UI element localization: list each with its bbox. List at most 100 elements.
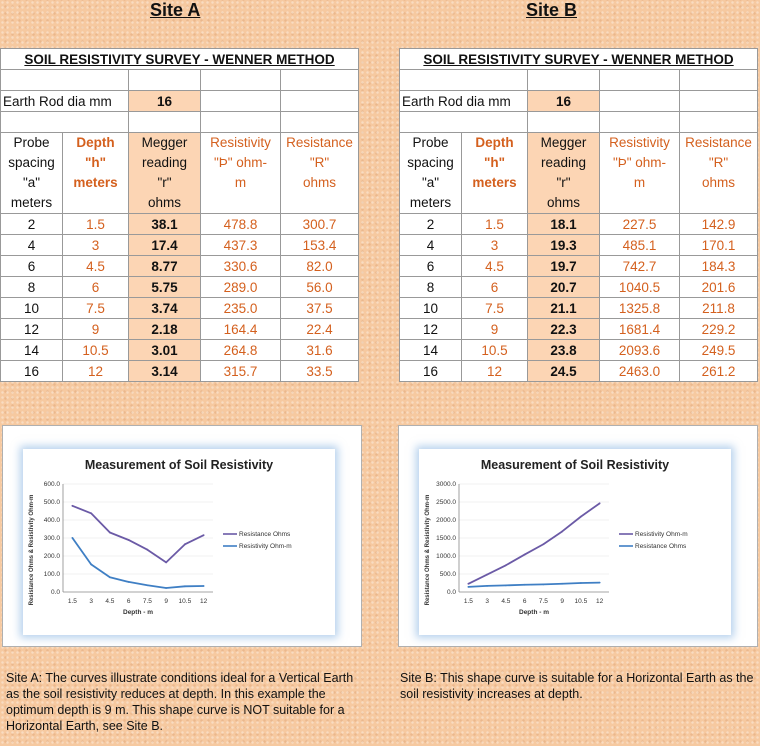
cell-probe-spacing: 12 (0, 318, 63, 340)
cell-megger-reading: 19.7 (527, 255, 600, 277)
y-tick-label: 0.0 (51, 589, 60, 596)
cell-resistance: 184.3 (678, 255, 759, 277)
data-point (146, 584, 149, 587)
cell-probe-spacing: 8 (399, 276, 462, 298)
y-tick-label: 200.0 (44, 553, 61, 560)
data-point (504, 564, 507, 567)
x-tick-label: 7.5 (539, 598, 548, 605)
cell-probe-spacing: 4 (0, 234, 63, 256)
cell-probe-spacing: 8 (0, 276, 63, 298)
site-a-chart-frame: Measurement of Soil Resistivity Resistanc… (2, 425, 362, 647)
header-resistance: Resistance "R" ohms (678, 132, 759, 214)
table-row: 8 6 20.7 1040.5 201.6 (399, 276, 759, 298)
header-megger-reading: Megger reading "r" ohms (527, 132, 600, 214)
data-point (598, 581, 601, 584)
cell-resistivity: 478.8 (200, 213, 281, 235)
site-a-chart: Measurement of Soil Resistivity Resistanc… (23, 449, 335, 635)
legend-label: Resistance Ohms (635, 543, 687, 550)
cell-probe-spacing: 12 (399, 318, 462, 340)
cell-probe-spacing: 16 (0, 360, 63, 382)
site-b-chart-svg: Measurement of Soil Resistivity Resistanc… (425, 458, 688, 616)
cell-resistivity: 485.1 (599, 234, 680, 256)
cell-resistivity: 235.0 (200, 297, 281, 319)
data-point (561, 582, 564, 585)
cell-resistivity: 315.7 (200, 360, 281, 382)
cell-resistance: 142.9 (678, 213, 759, 235)
legend-label: Resistivity Ohm-m (239, 543, 292, 550)
site-a-panel: SOIL RESISTIVITY SURVEY - WENNER METHOD … (0, 48, 360, 382)
cell-probe-spacing: 10 (399, 297, 462, 319)
y-tick-label: 500.0 (44, 499, 61, 506)
series-line-1 (72, 504, 205, 564)
table-row: 16 12 3.14 315.7 33.5 (0, 360, 360, 382)
y-tick-label: 1500.0 (436, 535, 456, 542)
table-row: 16 12 24.5 2463.0 261.2 (399, 360, 759, 382)
data-point (467, 585, 470, 588)
table-row: 12 9 22.3 1681.4 229.2 (399, 318, 759, 340)
rod-dia-value: 16 (128, 90, 201, 112)
cell-probe-spacing: 16 (399, 360, 462, 382)
cell-resistance: 211.8 (678, 297, 759, 319)
data-point (90, 563, 93, 566)
cell-resistance: 170.1 (678, 234, 759, 256)
cell-megger-reading: 38.1 (128, 213, 201, 235)
table-row: 6 4.5 19.7 742.7 184.3 (399, 255, 759, 277)
cell-depth: 1.5 (62, 213, 129, 235)
cell-depth: 10.5 (62, 339, 129, 361)
data-point (523, 553, 526, 556)
cell-probe-spacing: 14 (399, 339, 462, 361)
cell-depth: 12 (62, 360, 129, 382)
cell-depth: 6 (461, 276, 528, 298)
data-point (165, 587, 168, 589)
cell-resistivity: 264.8 (200, 339, 281, 361)
x-axis-label: Depth - m (123, 609, 153, 616)
table-row: 4 3 19.3 485.1 170.1 (399, 234, 759, 256)
site-a-survey-table: SOIL RESISTIVITY SURVEY - WENNER METHOD … (0, 48, 360, 382)
x-tick-label: 12 (596, 598, 604, 605)
cell-resistance: 31.6 (279, 339, 360, 361)
cell-depth: 4.5 (62, 255, 129, 277)
cell-probe-spacing: 4 (399, 234, 462, 256)
cell-megger-reading: 24.5 (527, 360, 600, 382)
data-point (579, 515, 582, 518)
cell-depth: 3 (461, 234, 528, 256)
data-point (71, 536, 74, 539)
cell-resistance: 56.0 (279, 276, 360, 298)
cell-depth: 7.5 (62, 297, 129, 319)
x-tick-label: 3 (485, 598, 489, 605)
data-point (561, 530, 564, 533)
data-point (542, 583, 545, 586)
data-point (108, 531, 111, 534)
data-point (504, 584, 507, 587)
data-point (598, 502, 601, 505)
y-tick-label: 100.0 (44, 571, 61, 578)
data-point (183, 585, 186, 588)
data-point (467, 582, 470, 585)
x-tick-label: 7.5 (143, 598, 152, 605)
series-line-1 (467, 502, 601, 585)
data-point (542, 543, 545, 546)
table-row: 8 6 5.75 289.0 56.0 (0, 276, 360, 298)
site-a-note: Site A: The curves illustrate conditions… (6, 671, 354, 733)
data-point (202, 534, 205, 537)
cell-depth: 12 (461, 360, 528, 382)
y-tick-label: 600.0 (44, 481, 61, 488)
rod-dia-label: Earth Rod dia mm (0, 90, 129, 112)
cell-megger-reading: 19.3 (527, 234, 600, 256)
cell-resistivity: 289.0 (200, 276, 281, 298)
data-point (108, 576, 111, 579)
header-depth: Depth "h" meters (461, 132, 528, 214)
y-tick-label: 400.0 (44, 517, 61, 524)
site-b-title: Site B (526, 0, 578, 20)
cell-megger-reading: 17.4 (128, 234, 201, 256)
legend-label: Resistance Ohms (239, 531, 291, 538)
cell-resistance: 22.4 (279, 318, 360, 340)
cell-megger-reading: 3.01 (128, 339, 201, 361)
chart-title: Measurement of Soil Resistivity (85, 458, 273, 472)
cell-megger-reading: 2.18 (128, 318, 201, 340)
survey-title: SOIL RESISTIVITY SURVEY - WENNER METHOD (0, 48, 360, 70)
cell-probe-spacing: 6 (399, 255, 462, 277)
table-row: 2 1.5 18.1 227.5 142.9 (399, 213, 759, 235)
chart-title: Measurement of Soil Resistivity (481, 458, 669, 472)
cell-megger-reading: 21.1 (527, 297, 600, 319)
